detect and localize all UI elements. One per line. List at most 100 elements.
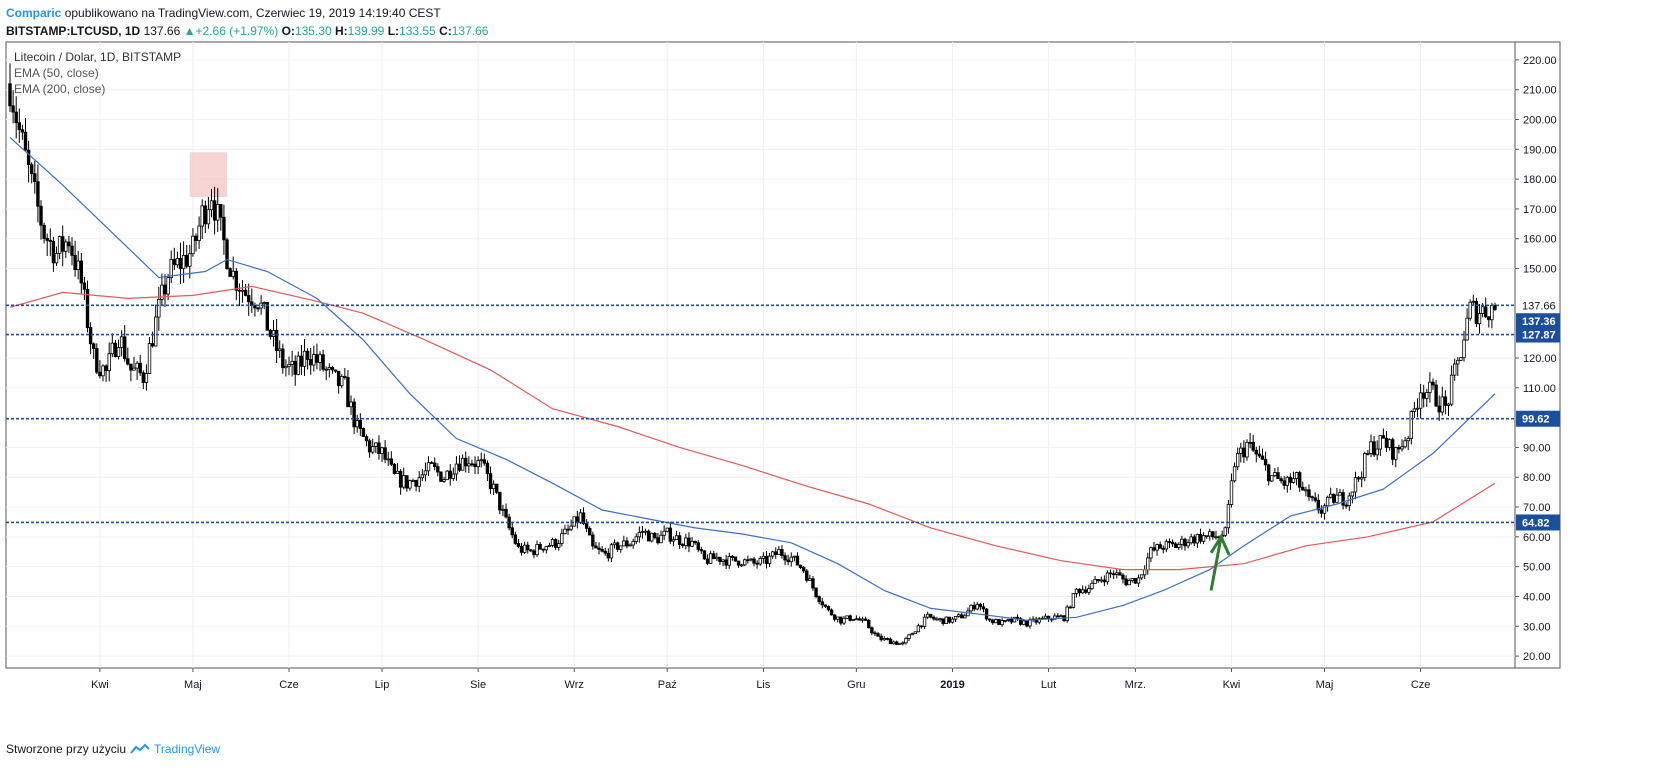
y-tick-label: 200.00 — [1523, 115, 1557, 127]
candle-body — [144, 373, 149, 383]
candle-body — [631, 541, 635, 546]
candle-body — [482, 459, 487, 464]
candle-body — [141, 372, 146, 383]
candle-body — [445, 470, 449, 481]
candle-body — [1170, 541, 1175, 545]
x-tick-label: 2019 — [940, 679, 964, 691]
y-tick-label: 70.00 — [1523, 502, 1551, 514]
candle-body — [820, 601, 824, 606]
candle-body — [578, 512, 583, 523]
candle-body — [836, 616, 840, 620]
candle-body — [619, 545, 623, 550]
candle-body — [1211, 531, 1215, 538]
candle-body — [817, 596, 821, 603]
candle-body — [913, 631, 917, 635]
candle-body — [225, 239, 229, 270]
y-tick-label: 180.00 — [1523, 174, 1557, 186]
candle-body — [526, 544, 530, 551]
candle-body — [1319, 509, 1324, 514]
level-label: 99.62 — [1522, 414, 1550, 426]
candle-body — [1456, 359, 1460, 365]
candle-body — [104, 365, 108, 372]
candle-body — [70, 245, 74, 256]
candle-body — [488, 473, 493, 490]
candle-body — [581, 512, 586, 525]
candle-body — [20, 129, 25, 133]
candle-body — [54, 252, 59, 264]
candle-body — [997, 619, 1001, 626]
y-tick-label: 20.00 — [1523, 651, 1551, 663]
y-tick-label: 30.00 — [1523, 621, 1551, 633]
chart-header: Comparic opublikowano na TradingView.com… — [6, 4, 488, 40]
candle-body — [572, 516, 576, 527]
candle-body — [1328, 493, 1333, 498]
candle-body — [640, 530, 645, 533]
candle-body — [200, 205, 204, 227]
candle-body — [1099, 579, 1103, 582]
candle-body — [1077, 588, 1082, 594]
candle-body — [92, 343, 96, 349]
candle-body — [1093, 579, 1097, 584]
candle-body — [783, 555, 787, 561]
candle-body — [67, 241, 71, 247]
candle-body — [690, 540, 694, 547]
candle-body — [253, 305, 257, 309]
candle-body — [330, 367, 335, 371]
candle-body — [411, 480, 415, 482]
candle-body — [606, 552, 611, 559]
candle-body — [1381, 435, 1386, 439]
candle-body — [26, 149, 31, 166]
candle-body — [780, 549, 784, 556]
candle-body — [1139, 574, 1144, 579]
candle-body — [1412, 408, 1417, 412]
candle-body — [175, 258, 180, 266]
candle-body — [1161, 547, 1165, 550]
candle-body — [544, 546, 549, 551]
candle-body — [336, 370, 341, 387]
close-label: C: — [439, 24, 452, 38]
candle-body — [1359, 477, 1364, 480]
y-tick-label: 90.00 — [1523, 442, 1551, 454]
candle-body — [371, 446, 375, 453]
candle-body — [1204, 535, 1209, 538]
candle-body — [1437, 405, 1441, 413]
candle-body — [749, 558, 753, 561]
candle-body — [299, 355, 304, 367]
candle-body — [1366, 453, 1370, 455]
symbol-label: BITSTAMP:LTCUSD, 1D — [6, 24, 141, 38]
y-tick-label: 150.00 — [1523, 264, 1557, 276]
candle-body — [1276, 472, 1280, 480]
low-label: L: — [387, 24, 400, 38]
author-name[interactable]: Comparic — [6, 6, 62, 20]
x-tick-label: Lip — [375, 679, 390, 691]
candle-body — [693, 540, 697, 544]
footer: Stworzone przy użyciu TradingView — [6, 742, 220, 756]
candles-group — [8, 63, 1497, 646]
candle-body — [1415, 407, 1420, 410]
y-tick-label: 220.00 — [1523, 55, 1557, 67]
candle-body — [863, 618, 868, 621]
candle-body — [420, 474, 425, 479]
candle-body — [1297, 472, 1302, 488]
candle-body — [178, 258, 183, 269]
candle-body — [485, 462, 490, 475]
candle-body — [727, 556, 731, 566]
candle-body — [278, 348, 282, 352]
candle-body — [770, 551, 775, 557]
candle-body — [274, 330, 279, 352]
candle-body — [1121, 574, 1125, 580]
candle-body — [615, 542, 620, 550]
candle-body — [1440, 396, 1444, 413]
level-label: 127.87 — [1522, 330, 1556, 342]
candle-body — [1118, 572, 1122, 576]
candle-body — [343, 375, 347, 378]
tradingview-link[interactable]: TradingView — [154, 742, 221, 756]
level-label-box — [1516, 313, 1560, 330]
candle-body — [972, 604, 976, 610]
candle-body — [1322, 505, 1327, 514]
candle-body — [994, 619, 998, 624]
candle-body — [708, 553, 713, 564]
candle-body — [795, 555, 800, 566]
candle-body — [888, 638, 893, 645]
